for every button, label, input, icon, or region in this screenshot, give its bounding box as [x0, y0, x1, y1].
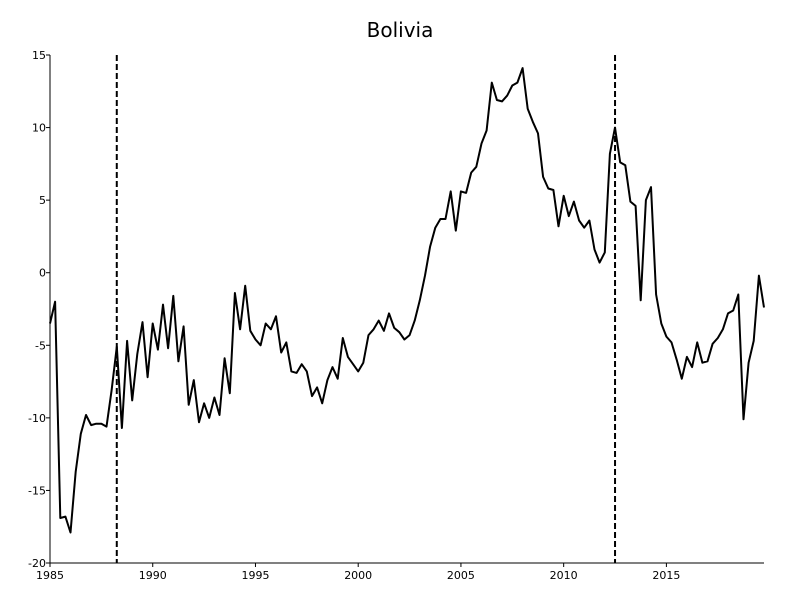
x-tick-label: 2015 — [652, 569, 680, 582]
x-tick-label: 2000 — [344, 569, 372, 582]
reference-lines — [115, 55, 617, 563]
x-tick-label: 1995 — [241, 569, 269, 582]
series-line — [49, 67, 765, 534]
x-tick-label: 1985 — [36, 569, 64, 582]
x-axis-ticks: 1985 1990 1995 2000 2005 2010 2015 — [36, 563, 680, 582]
x-tick-label: 2005 — [447, 569, 475, 582]
y-tick-label: 0 — [39, 267, 46, 280]
x-tick-label: 2010 — [550, 569, 578, 582]
y-tick-label: 15 — [32, 49, 46, 62]
y-tick-label: 5 — [39, 194, 46, 207]
chart-title: Bolivia — [367, 18, 434, 42]
axes: 1985 1990 1995 2000 2005 2010 2015 -20 -15 -10 -5… — [28, 49, 764, 582]
y-axis-ticks: -20 -15 -10 -5 0 5 10 15 — [28, 49, 50, 570]
y-tick-label: -5 — [35, 339, 46, 352]
y-tick-label: -20 — [28, 557, 46, 570]
y-tick-label: 10 — [32, 122, 46, 135]
y-tick-label: -10 — [28, 412, 46, 425]
x-tick-label: 1990 — [139, 569, 167, 582]
y-tick-label: -15 — [28, 484, 46, 497]
